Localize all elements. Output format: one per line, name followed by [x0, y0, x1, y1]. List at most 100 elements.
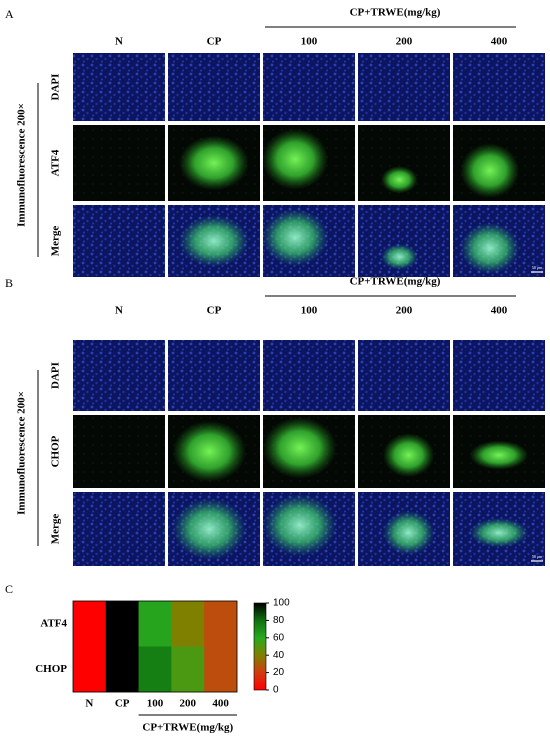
colorbar-tick-label: 0 — [273, 685, 279, 696]
fluorescence — [263, 494, 337, 557]
heatmap-cell — [105, 601, 139, 647]
micrograph-bg — [358, 53, 450, 121]
colorbar-tick-label: 20 — [273, 667, 285, 678]
column-label: CP — [115, 698, 130, 710]
colorbar — [253, 602, 267, 691]
micrograph — [168, 340, 260, 411]
micrograph — [453, 492, 545, 566]
micrograph — [262, 125, 355, 201]
fluorescence — [172, 497, 247, 561]
column-label: 100 — [147, 698, 164, 710]
panel-label: A — [5, 7, 14, 21]
micrograph — [168, 53, 260, 121]
micrograph — [73, 125, 165, 201]
heatmap-cell — [73, 601, 107, 647]
column-label: 100 — [301, 305, 318, 317]
heatmap-cell — [171, 646, 205, 693]
group-label: CP+TRWE(mg/kg) — [350, 276, 441, 288]
micrograph — [73, 205, 165, 277]
micrograph — [453, 340, 545, 411]
micrograph — [73, 53, 165, 121]
fluorescence — [460, 143, 520, 198]
panel-label: B — [5, 276, 13, 290]
micrograph-bg — [73, 205, 165, 277]
micrograph — [168, 492, 260, 566]
micrograph — [453, 53, 545, 121]
colorbar-tick-label: 100 — [273, 598, 290, 609]
micrograph — [168, 205, 260, 277]
micrograph-bg — [73, 340, 165, 411]
row-label: ATF4 — [40, 617, 67, 629]
row-label: DAPI — [50, 362, 62, 389]
colorbar-tick-label: 80 — [273, 615, 285, 626]
row-label: Merge — [50, 514, 62, 545]
fluorescence — [262, 208, 329, 267]
fluorescence — [469, 440, 529, 470]
micrograph — [73, 415, 165, 488]
row-label: ATF4 — [50, 149, 62, 176]
fluorescence — [179, 215, 249, 267]
micrograph-bg — [453, 53, 545, 121]
fluorescence — [460, 222, 520, 275]
micrograph-bg — [263, 340, 355, 411]
row-label: CHOP — [35, 663, 67, 675]
micrograph-bg — [263, 53, 355, 121]
micrograph — [358, 415, 450, 488]
column-label: N — [115, 36, 123, 48]
fluorescence — [179, 135, 249, 191]
group-label: CP+TRWE(mg/kg) — [350, 7, 441, 19]
micrograph — [453, 125, 545, 201]
column-label: 100 — [301, 36, 318, 48]
micrograph — [263, 53, 355, 121]
micrograph-bg — [358, 340, 450, 411]
fluorescence — [382, 433, 435, 478]
column-label: 200 — [396, 305, 413, 317]
fluorescence — [263, 417, 337, 479]
row-label: DAPI — [50, 74, 62, 101]
side-label: Immunofluorescence 200× — [16, 391, 28, 515]
heatmap-cell — [204, 646, 238, 693]
micrograph — [358, 492, 450, 566]
colorbar-tick-label: 40 — [273, 650, 285, 661]
micrograph — [263, 492, 355, 566]
micrograph — [358, 125, 450, 201]
heatmap-cell — [138, 601, 172, 647]
heatmap-cell — [73, 646, 107, 693]
heatmap-cell — [171, 601, 205, 647]
micrograph — [168, 415, 260, 488]
micrograph — [453, 415, 545, 488]
micrograph — [73, 492, 165, 566]
micrograph-bg — [453, 340, 545, 411]
panel-label: C — [5, 582, 13, 596]
micrograph-bg — [73, 53, 165, 121]
micrograph — [73, 340, 165, 411]
column-label: N — [115, 305, 123, 317]
column-label: 200 — [180, 698, 197, 710]
micrograph — [358, 340, 450, 411]
scale-bar-label: 50 μm — [532, 554, 543, 559]
fluorescence — [381, 166, 418, 194]
column-label: CP — [207, 305, 222, 317]
row-label: Merge — [50, 226, 62, 257]
heatmap-cell — [138, 646, 172, 693]
micrograph — [358, 205, 450, 277]
column-label: 400 — [212, 698, 229, 710]
micrograph — [168, 125, 260, 201]
micrograph — [262, 205, 355, 277]
side-label: Immunofluorescence 200× — [16, 103, 28, 227]
heatmap-cell — [105, 646, 139, 693]
column-label: 400 — [491, 36, 508, 48]
heatmap-border — [72, 600, 238, 693]
column-label: CP — [207, 36, 222, 48]
fluorescence — [262, 128, 329, 190]
scale-bar-label: 50 μm — [532, 265, 543, 270]
fluorescence — [381, 243, 418, 270]
micrograph-bg — [73, 125, 165, 201]
micrograph-bg — [73, 492, 165, 566]
heatmap-cell — [204, 601, 238, 647]
fluorescence — [469, 517, 529, 548]
micrograph-bg — [168, 53, 260, 121]
micrograph — [263, 415, 355, 488]
micrograph — [453, 205, 545, 277]
